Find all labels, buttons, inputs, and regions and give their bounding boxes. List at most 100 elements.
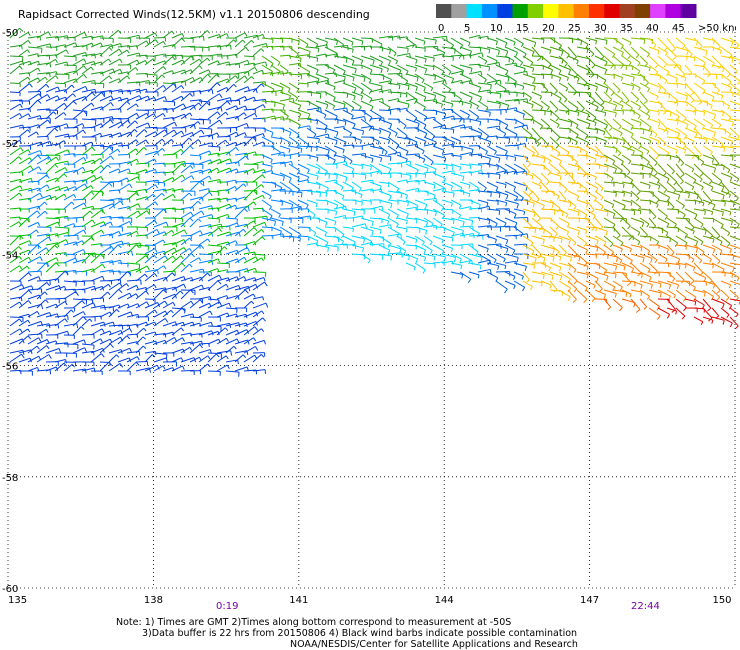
wind-barb-tick — [534, 228, 537, 234]
wind-barb — [441, 244, 453, 249]
wind-barb-tick — [646, 295, 650, 300]
wind-barb-tick — [393, 52, 397, 57]
wind-barb — [657, 64, 670, 73]
wind-barb-tick — [451, 165, 454, 170]
wind-barb — [675, 271, 685, 281]
wind-barb — [279, 54, 291, 57]
wind-barb — [306, 242, 317, 246]
wind-barb — [603, 244, 614, 253]
wind-barb-tick — [246, 123, 249, 128]
wind-barb — [693, 37, 703, 47]
wind-barb — [639, 217, 650, 225]
wind-barb — [423, 163, 437, 170]
wind-barb — [360, 82, 372, 91]
wind-barb-tick — [189, 263, 193, 268]
wind-barb-tick — [135, 67, 139, 71]
wind-barb — [702, 289, 714, 297]
wind-barb-tick — [35, 229, 39, 234]
wind-barb-tick — [605, 40, 608, 45]
wind-barb-tick — [382, 98, 384, 104]
wind-barb — [486, 135, 498, 138]
wind-barb — [90, 42, 102, 48]
wind-barb-tick — [198, 65, 203, 70]
wind-barb-tick — [389, 156, 392, 161]
wind-barb — [162, 272, 173, 282]
wind-barb — [351, 82, 364, 91]
wind-barb-tick — [264, 281, 268, 287]
wind-barb — [657, 163, 667, 174]
wind-barb — [252, 174, 263, 183]
wind-barb-tick — [21, 353, 25, 359]
wind-barb-tick — [550, 111, 553, 116]
wind-barb — [144, 113, 155, 120]
wind-barb-tick — [728, 284, 732, 289]
wind-barb-tick — [38, 337, 42, 342]
wind-barb-tick — [475, 116, 479, 121]
wind-barb — [657, 235, 671, 239]
wind-barb — [54, 102, 65, 111]
wind-barb — [180, 341, 193, 345]
wind-barb-tick — [38, 187, 41, 193]
wind-barb-tick — [138, 268, 142, 274]
wind-barb-tick — [716, 290, 721, 294]
wind-barb-tick — [163, 265, 167, 270]
wind-barb — [63, 78, 76, 84]
wind-barb — [450, 136, 461, 142]
wind-barb — [495, 145, 508, 152]
wind-barb — [54, 285, 65, 291]
wind-barb — [414, 226, 427, 231]
wind-barb — [117, 161, 131, 165]
wind-barb-tick — [610, 251, 614, 256]
wind-barb — [423, 45, 438, 48]
wind-barb-tick — [19, 140, 23, 144]
wind-barb — [540, 154, 551, 161]
wind-barb — [630, 244, 642, 248]
wind-barb — [666, 109, 680, 117]
wind-barb — [450, 172, 465, 177]
wind-barb — [99, 47, 110, 57]
wind-barb-tick — [246, 247, 250, 253]
wind-barb — [27, 131, 37, 138]
wind-barb — [126, 176, 138, 183]
wind-barb — [279, 181, 292, 191]
wind-barb-tick — [417, 188, 420, 193]
wind-barb — [594, 64, 607, 70]
wind-barb-tick — [307, 113, 311, 119]
wind-barb-tick — [696, 194, 699, 200]
wind-barb — [720, 199, 735, 203]
wind-barb-tick — [658, 122, 661, 127]
wind-barb — [270, 37, 283, 40]
wind-barb-tick — [606, 211, 609, 217]
wind-barb — [198, 253, 213, 256]
wind-barb — [36, 43, 51, 48]
wind-barb — [684, 280, 696, 288]
wind-barb — [666, 280, 679, 286]
wind-barb — [711, 163, 725, 167]
wind-barb-tick — [555, 117, 560, 122]
wind-barb-tick — [573, 269, 577, 273]
wind-barb — [441, 115, 454, 120]
wind-barb-tick — [336, 131, 339, 137]
wind-barb-tick — [73, 100, 77, 105]
wind-barb-tick — [664, 80, 668, 85]
wind-barb — [207, 352, 222, 355]
wind-barb — [63, 55, 77, 58]
wind-barb-tick — [721, 211, 724, 217]
wind-barb — [126, 139, 137, 147]
wind-barb — [297, 163, 310, 171]
wind-barb — [45, 313, 58, 318]
wind-barb — [540, 46, 551, 51]
wind-barb-tick — [711, 158, 715, 163]
wind-barb-tick — [162, 113, 166, 117]
wind-barb-tick — [603, 131, 606, 136]
wind-barb — [405, 55, 418, 61]
wind-barb — [387, 107, 400, 111]
wind-barb-tick — [135, 103, 139, 108]
wind-barb — [666, 100, 678, 104]
wind-barb-tick — [478, 87, 482, 92]
wind-barb — [27, 320, 42, 327]
wind-barb — [108, 68, 121, 75]
wind-barb-tick — [83, 339, 86, 344]
wind-barb-tick — [522, 86, 525, 90]
wind-barb — [135, 60, 146, 66]
